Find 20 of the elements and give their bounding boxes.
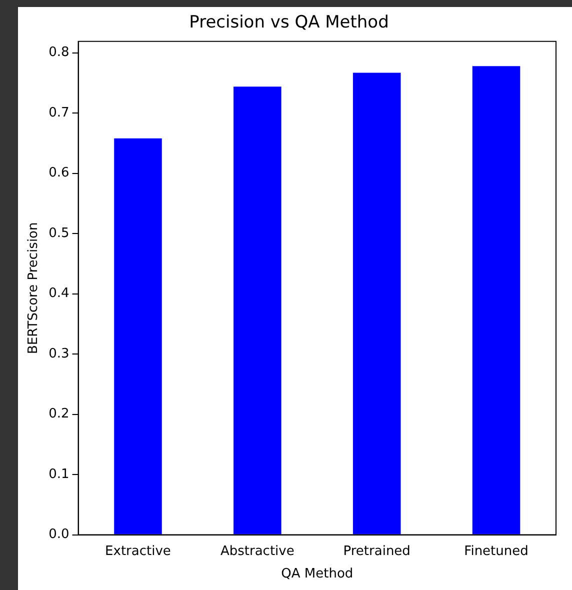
y-tick-label: 0.2 xyxy=(48,406,70,422)
x-tick-label: Abstractive xyxy=(220,544,294,559)
y-tick-label: 0.8 xyxy=(48,45,70,60)
x-tick-label: Extractive xyxy=(105,544,171,559)
x-tick-label: Pretrained xyxy=(343,544,410,559)
y-tick-label: 0.5 xyxy=(48,226,70,241)
y-tick-label: 0.6 xyxy=(48,166,70,181)
y-tick-label: 0.1 xyxy=(48,466,70,482)
bar xyxy=(352,72,401,534)
bar xyxy=(234,86,282,534)
bar xyxy=(472,66,520,534)
y-tick-label: 0.3 xyxy=(48,346,70,362)
y-tick-label: 0.0 xyxy=(48,527,70,542)
chart-title: Precision vs QA Method xyxy=(189,12,389,33)
x-axis-title: QA Method xyxy=(281,566,354,582)
x-tick-label: Finetuned xyxy=(464,544,528,559)
bar xyxy=(114,138,162,534)
y-axis-title: BERTScore Precision xyxy=(26,222,42,354)
y-tick-label: 0.4 xyxy=(48,286,70,302)
y-tick-label: 0.7 xyxy=(48,105,70,120)
